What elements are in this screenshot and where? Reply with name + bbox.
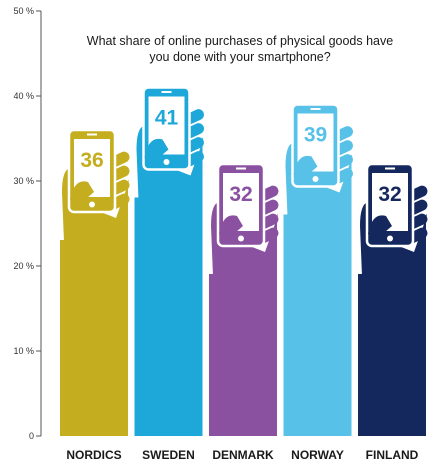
bar-hand [136, 125, 204, 200]
bar-denmark: 32 [209, 162, 279, 436]
category-label-nordics: NORDICS [66, 448, 121, 462]
bar-nordics: 36 [60, 128, 130, 436]
data-label: 32 [229, 183, 252, 206]
bar-forearm [358, 274, 426, 436]
phone-home-button [312, 176, 319, 182]
bar-hand [211, 202, 278, 276]
phone-home-button [163, 159, 170, 165]
phone-speaker [87, 133, 97, 136]
category-label-finland: FINLAND [366, 448, 419, 462]
bar-thumb [368, 215, 392, 238]
data-label: 39 [304, 124, 327, 147]
phone-home-button [238, 235, 244, 242]
data-label: 36 [80, 149, 103, 172]
phone-speaker [310, 108, 321, 110]
phone-home-button [89, 201, 95, 208]
bar-thumb [144, 138, 169, 162]
bar-hand [62, 168, 129, 242]
bar-thumb [219, 215, 243, 238]
bar-forearm [134, 197, 203, 436]
data-label: 32 [378, 183, 401, 206]
category-label-denmark: DENMARK [212, 448, 274, 462]
bar-norway: 39 [283, 103, 353, 436]
phone-speaker [161, 91, 172, 93]
bar-forearm [283, 214, 352, 436]
y-tick-label: 40 % [13, 91, 34, 101]
chart-title-line-2: you done with your smartphone? [149, 50, 330, 64]
category-labels: NORDICS SWEDEN DENMARK NORWAY FINLAND [66, 448, 418, 462]
bar-thumb [293, 155, 318, 179]
bar-hand [360, 202, 427, 276]
chart-title-line-1: What share of online purchases of physic… [87, 34, 393, 48]
phone-speaker [236, 167, 246, 170]
phone-speaker [385, 167, 395, 170]
y-tick-label: 10 % [13, 346, 34, 356]
y-tick-label: 0 [29, 431, 34, 441]
bars: 36 41 32 39 32 [60, 86, 428, 436]
category-label-norway: NORWAY [291, 448, 344, 462]
bar-forearm [209, 274, 277, 436]
bar-forearm [60, 240, 128, 436]
bar-finland: 32 [358, 162, 428, 436]
bar-hand [285, 142, 353, 217]
y-tick-label: 50 % [13, 6, 34, 16]
y-tick-label: 30 % [13, 176, 34, 186]
bar-sweden: 41 [134, 86, 204, 436]
y-tick-label: 20 % [13, 261, 34, 271]
bar-thumb [70, 181, 94, 204]
phone-home-button [387, 235, 393, 242]
category-label-sweden: SWEDEN [142, 448, 195, 462]
chart-title: What share of online purchases of physic… [87, 34, 393, 64]
data-label: 41 [155, 107, 179, 130]
y-axis: 0 10 % 20 % 30 % 40 % 50 % [13, 6, 42, 441]
